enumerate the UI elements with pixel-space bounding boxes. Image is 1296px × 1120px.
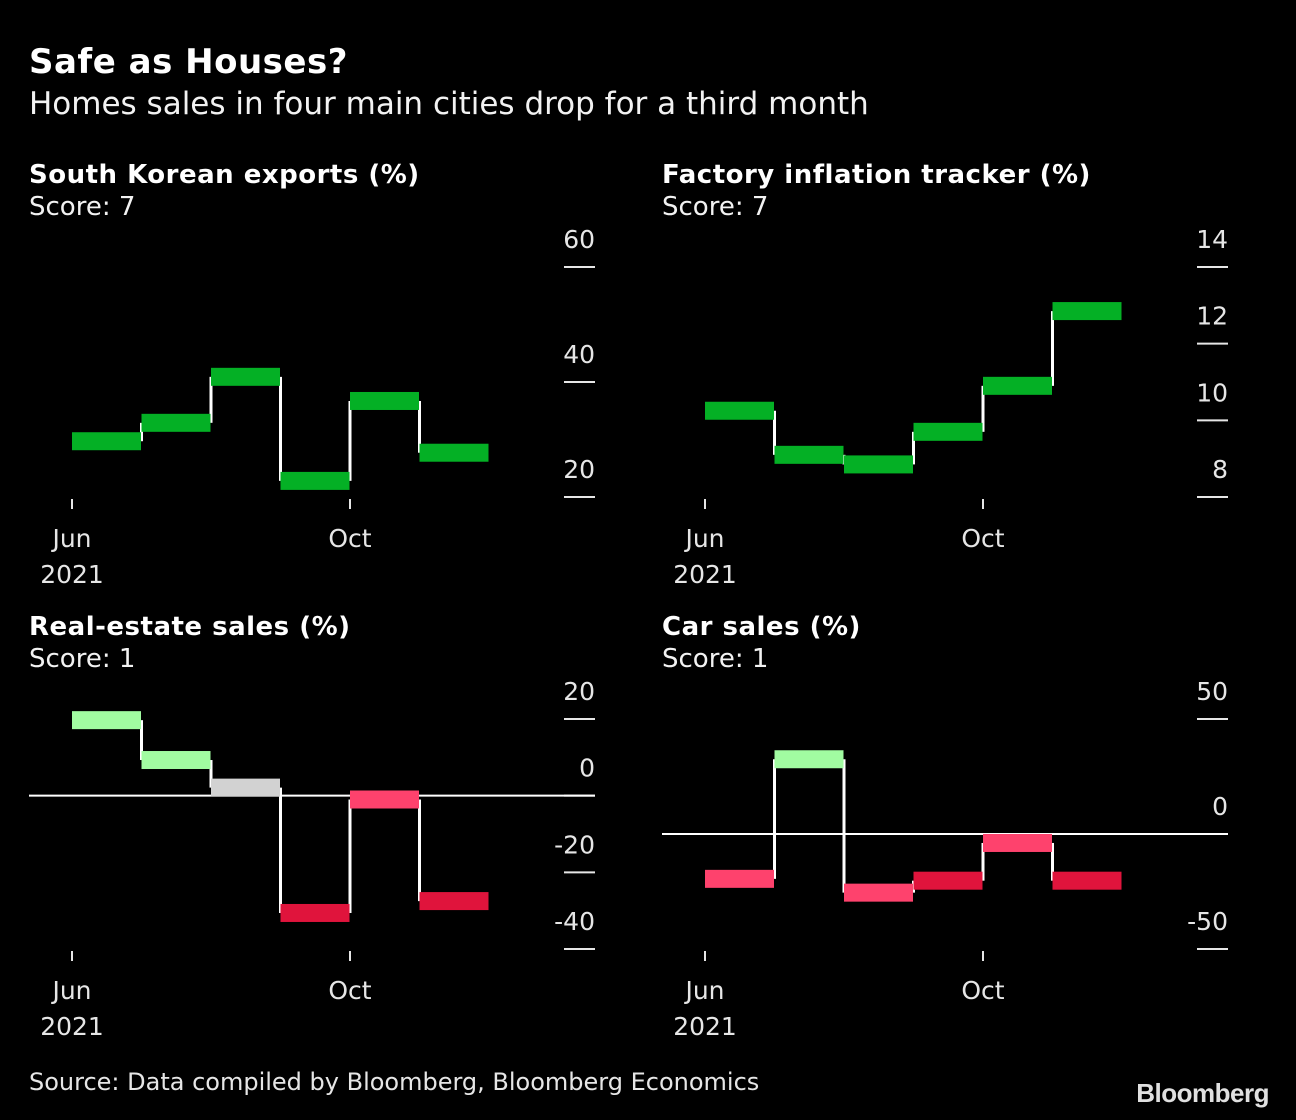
- y-tick-label: 20: [563, 677, 595, 706]
- step-bar: [72, 432, 141, 451]
- step-bar: [913, 422, 983, 441]
- step-bar: [419, 892, 489, 911]
- x-tick-label: Oct: [961, 976, 1004, 1005]
- panel-plot: 20 40 60 Jun 2021 Oct: [40, 225, 595, 589]
- y-tick-label: 14: [1196, 225, 1228, 254]
- panel-exports: South Korean exports (%) Score: 7 20 40 60…: [29, 160, 649, 600]
- panel-score: Score: 7: [662, 192, 769, 222]
- step-bar: [1052, 302, 1122, 321]
- y-tick-label: 12: [1196, 302, 1228, 331]
- y-tick-label: 8: [1212, 455, 1228, 484]
- step-bar: [1052, 871, 1122, 890]
- step-bar: [844, 883, 913, 902]
- panel-car-sales: Car sales (%) Score: 1 -50 0 50 Jun 2021 Oct: [662, 612, 1282, 1052]
- y-tick-label: 40: [563, 340, 595, 369]
- x-tick-label: Oct: [328, 524, 371, 553]
- chart-title: Safe as Houses?: [29, 42, 348, 82]
- y-tick-label: -40: [554, 907, 595, 936]
- panel-plot: 8 10 12 14 Jun 2021 Oct: [673, 225, 1228, 589]
- y-tick-label: 0: [1212, 792, 1228, 821]
- x-tick-label: Oct: [328, 976, 371, 1005]
- panel-score: Score: 1: [662, 644, 769, 674]
- step-bar: [350, 391, 419, 410]
- chart-subtitle: Homes sales in four main cities drop for…: [29, 86, 869, 122]
- panel-title: Real-estate sales (%): [29, 612, 351, 642]
- y-tick-label: 60: [563, 225, 595, 254]
- panel-score: Score: 7: [29, 192, 136, 222]
- x-tick-label: Jun: [683, 976, 724, 1005]
- y-tick-label: -20: [554, 830, 595, 859]
- y-tick-label: 10: [1196, 378, 1228, 407]
- step-bar: [141, 413, 211, 432]
- panel-plot: -40 -20 0 20 Jun 2021 Oct: [29, 677, 595, 1041]
- y-tick-label: 20: [563, 455, 595, 484]
- step-bar: [280, 903, 350, 922]
- x-tick-sublabel: 2021: [40, 560, 104, 589]
- y-tick-label: 50: [1196, 677, 1228, 706]
- step-bar: [774, 750, 844, 769]
- step-bar: [419, 443, 489, 462]
- step-bar: [280, 471, 350, 490]
- step-bar: [141, 751, 211, 770]
- x-tick-label: Jun: [50, 976, 91, 1005]
- step-bar: [211, 367, 280, 386]
- bloomberg-logo: Bloomberg: [1136, 1078, 1269, 1108]
- step-bar: [705, 869, 774, 888]
- y-tick-label: 0: [579, 754, 595, 783]
- x-tick-label: Jun: [50, 524, 91, 553]
- panel-factory-inflation: Factory inflation tracker (%) Score: 7 8…: [662, 160, 1282, 600]
- panel-real-estate: Real-estate sales (%) Score: 1 -40 -20 0 20…: [29, 612, 649, 1052]
- step-bar: [983, 376, 1052, 395]
- step-bar: [913, 871, 983, 890]
- source-note: Source: Data compiled by Bloomberg, Bloo…: [29, 1068, 760, 1096]
- x-tick-sublabel: 2021: [673, 560, 737, 589]
- x-tick-sublabel: 2021: [673, 1012, 737, 1041]
- x-tick-label: Jun: [683, 524, 724, 553]
- step-bar: [774, 445, 844, 464]
- panel-plot: -50 0 50 Jun 2021 Oct: [662, 677, 1228, 1041]
- x-tick-sublabel: 2021: [40, 1012, 104, 1041]
- step-bar: [211, 778, 280, 797]
- step-bar: [72, 711, 141, 730]
- x-tick-label: Oct: [961, 524, 1004, 553]
- panel-title: Car sales (%): [662, 612, 861, 642]
- panel-score: Score: 1: [29, 644, 136, 674]
- step-bar: [983, 833, 1052, 852]
- y-tick-label: -50: [1187, 907, 1228, 936]
- panel-title: South Korean exports (%): [29, 160, 420, 190]
- panel-title: Factory inflation tracker (%): [662, 160, 1091, 190]
- step-bar: [350, 790, 419, 809]
- step-bar: [844, 455, 913, 474]
- step-bar: [705, 401, 774, 420]
